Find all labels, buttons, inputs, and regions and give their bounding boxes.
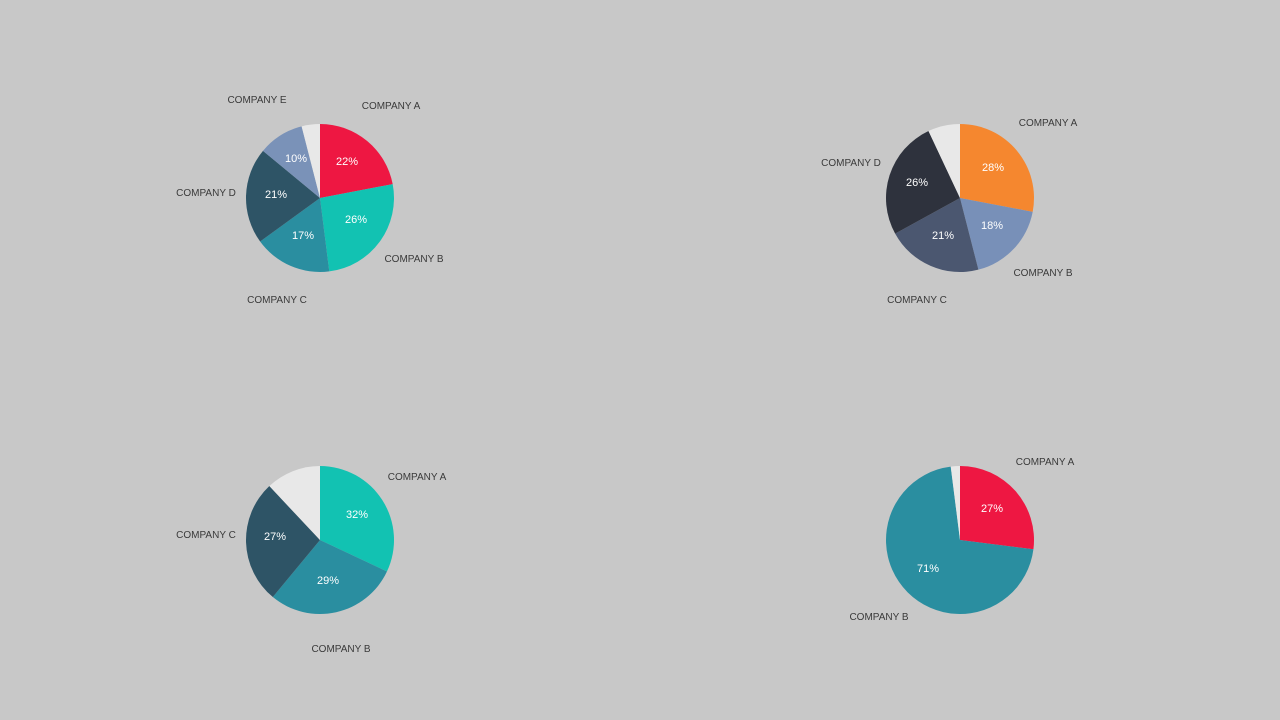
pie-chart-4: 27% COMPANY A 71% COMPANY B [849, 457, 1074, 623]
slice-category-label: COMPANY D [821, 158, 881, 169]
slice-category-label: COMPANY A [1019, 118, 1078, 129]
slice-value-label: 71% [917, 563, 939, 575]
slice-value-label: 26% [906, 177, 928, 189]
pie-slice-company-d[interactable] [885, 131, 960, 234]
pie-chart-1: 22% COMPANY A 26% COMPANY B 17% COMPANY C 21% C… [176, 95, 444, 306]
slice-value-label: 21% [265, 189, 287, 201]
pie-slice-company-a[interactable] [960, 466, 1035, 550]
slice-value-label: 28% [982, 162, 1004, 174]
slice-value-label: 29% [317, 575, 339, 587]
slice-category-label: COMPANY C [176, 530, 236, 541]
pie-slice-other[interactable] [269, 466, 320, 540]
pie-slice-company-b[interactable] [886, 466, 1034, 614]
slice-value-label: 26% [345, 214, 367, 226]
pie-slice-company-b[interactable] [320, 184, 395, 272]
pie-slice-company-b[interactable] [960, 198, 1033, 270]
slice-category-label: COMPANY C [247, 295, 307, 306]
slice-category-label: COMPANY B [384, 254, 443, 265]
pie-chart-2: 28% COMPANY A 18% COMPANY B 21% COMPANY C 26% C… [821, 118, 1077, 306]
pie-slice-company-a[interactable] [320, 466, 395, 572]
pie-slice-company-c[interactable] [895, 198, 979, 273]
pie-slice-company-d[interactable] [245, 150, 320, 242]
pie-slice-company-a[interactable] [960, 123, 1035, 212]
pie-slice-company-a[interactable] [320, 124, 393, 198]
slice-value-label: 21% [932, 230, 954, 242]
slice-category-label: COMPANY E [227, 95, 286, 106]
pie-slice-company-c[interactable] [260, 198, 330, 273]
pie-chart-3: 32% COMPANY A 29% COMPANY B 27% COMPANY C [176, 466, 447, 655]
pie-slice-other[interactable] [928, 124, 960, 198]
slice-value-label: 27% [264, 531, 286, 543]
pie-slice-company-c[interactable] [245, 486, 320, 598]
slice-category-label: COMPANY A [362, 101, 421, 112]
slice-category-label: COMPANY A [388, 472, 447, 483]
pie-slice-other[interactable] [301, 124, 320, 198]
slice-category-label: COMPANY B [311, 644, 370, 655]
slice-value-label: 32% [346, 509, 368, 521]
slice-value-label: 10% [285, 153, 307, 165]
pie-slice-company-e[interactable] [262, 126, 320, 198]
slice-category-label: COMPANY C [887, 295, 947, 306]
slice-value-label: 27% [981, 503, 1003, 515]
slice-category-label: COMPANY D [176, 188, 236, 199]
slice-value-label: 22% [336, 156, 358, 168]
pie-slice-other[interactable] [950, 465, 960, 540]
slice-category-label: COMPANY B [849, 612, 908, 623]
pie-slice-company-b[interactable] [272, 540, 387, 615]
slice-value-label: 18% [981, 220, 1003, 232]
slice-category-label: COMPANY A [1016, 457, 1075, 468]
slice-value-label: 17% [292, 230, 314, 242]
slice-category-label: COMPANY B [1013, 268, 1072, 279]
